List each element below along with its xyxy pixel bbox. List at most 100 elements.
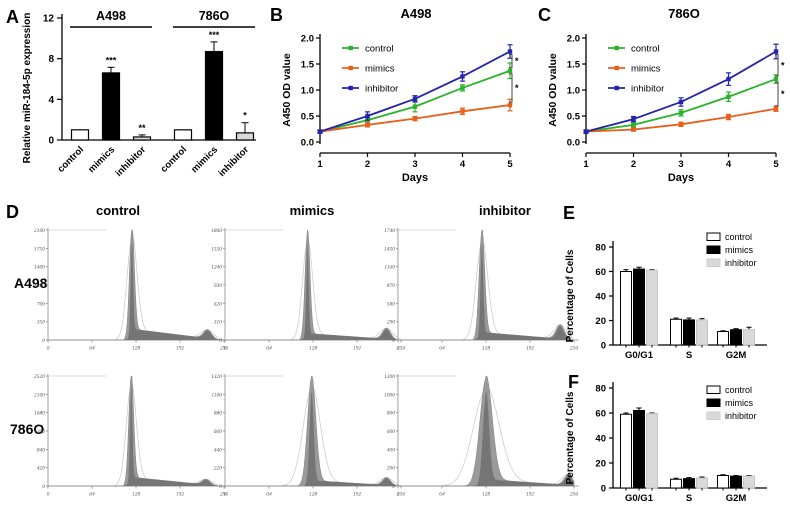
svg-text:*: *	[243, 111, 247, 121]
svg-text:1.5: 1.5	[301, 60, 315, 71]
svg-text:930: 930	[214, 283, 223, 289]
svg-text:80: 80	[595, 243, 606, 254]
svg-text:420: 420	[37, 465, 46, 472]
svg-text:0: 0	[48, 136, 54, 147]
svg-text:5: 5	[773, 159, 779, 170]
panel-b-line-chart: A450 OD value 0.0 0.5 1.0 1.5 2.0 1 2 3 4 5 Days con…	[281, 34, 519, 185]
svg-text:310: 310	[213, 320, 223, 326]
svg-text:20: 20	[595, 459, 606, 470]
svg-text:192: 192	[353, 492, 362, 498]
svg-text:1450: 1450	[384, 245, 395, 252]
svg-text:840: 840	[37, 446, 46, 453]
svg-text:inhibitor: inhibitor	[113, 144, 148, 179]
svg-text:A498: A498	[96, 9, 126, 23]
svg-text:786O: 786O	[199, 9, 230, 23]
svg-text:*: *	[515, 56, 519, 66]
panel-d-letter: D	[6, 202, 19, 222]
svg-text:control: control	[365, 44, 394, 55]
svg-text:G0/G1: G0/G1	[625, 350, 654, 361]
svg-text:1.5: 1.5	[567, 60, 581, 71]
panel-c-line-chart: A450 OD value 0.0 0.5 1.0 1.5 2.0 1 2 3 4 5 Days con…	[547, 34, 785, 185]
svg-text:2100: 2100	[34, 392, 45, 398]
histogram-786o-control: 0 420 840 1260 1680 2100 2520 0 64 128 192 256	[34, 374, 229, 498]
svg-text:*: *	[515, 83, 519, 93]
svg-text:880: 880	[214, 411, 223, 417]
svg-text:220: 220	[214, 466, 223, 472]
svg-text:0: 0	[224, 346, 227, 352]
svg-text:1750: 1750	[34, 246, 45, 252]
svg-text:A450 OD value: A450 OD value	[281, 53, 293, 127]
svg-text:***: ***	[106, 55, 117, 65]
svg-text:1740: 1740	[384, 227, 395, 234]
svg-text:128: 128	[132, 492, 141, 498]
svg-text:0.5: 0.5	[301, 112, 315, 123]
svg-text:580: 580	[387, 301, 396, 307]
svg-text:0.0: 0.0	[567, 138, 580, 149]
panel-d: D control mimics inhibitor A498 786O 0 35…	[0, 195, 612, 519]
svg-text:256: 256	[220, 346, 229, 352]
panel-d-colheader-inhibitor: inhibitor	[479, 203, 531, 218]
svg-text:S: S	[686, 350, 692, 361]
svg-text:control: control	[725, 232, 752, 242]
svg-text:64: 64	[89, 345, 95, 352]
svg-text:mimics: mimics	[631, 64, 661, 75]
svg-text:0: 0	[42, 484, 45, 490]
svg-text:350: 350	[36, 320, 46, 326]
svg-text:mimics: mimics	[365, 64, 395, 75]
svg-text:control: control	[56, 144, 87, 175]
svg-text:800: 800	[387, 411, 396, 417]
svg-text:A450 OD value: A450 OD value	[547, 53, 559, 127]
svg-text:Days: Days	[402, 172, 428, 184]
svg-text:1260: 1260	[34, 429, 45, 435]
svg-text:600: 600	[387, 429, 396, 435]
histogram-a498-mimics: 0 310 620 930 1240 1550 1860 0 64 128 192 256	[211, 228, 406, 352]
svg-text:12: 12	[43, 14, 55, 25]
svg-text:128: 128	[309, 492, 318, 498]
svg-text:0: 0	[47, 492, 50, 498]
svg-text:Relative miR-184-5p expression: Relative miR-184-5p expression	[22, 13, 33, 164]
svg-text:1860: 1860	[211, 228, 222, 234]
svg-text:Days: Days	[668, 172, 694, 184]
svg-text:192: 192	[176, 346, 185, 352]
svg-text:4: 4	[726, 159, 732, 170]
svg-text:4: 4	[48, 95, 54, 106]
svg-text:control: control	[631, 44, 660, 55]
svg-text:192: 192	[526, 346, 535, 352]
svg-text:192: 192	[176, 492, 185, 498]
panel-f-letter: F	[568, 372, 579, 392]
svg-text:2: 2	[631, 159, 636, 170]
svg-text:128: 128	[309, 346, 318, 352]
panel-d-colheader-mimics: mimics	[289, 203, 335, 218]
svg-text:G0/G1: G0/G1	[625, 493, 654, 504]
svg-text:mimics: mimics	[725, 398, 753, 408]
svg-text:mimics: mimics	[725, 245, 753, 255]
svg-text:0: 0	[42, 338, 45, 344]
panel-a: A Relative miR-184-5p expression 0 4 8 12 con…	[0, 0, 258, 195]
panel-f-bar-chart: Percentage of Cells 0 20 40 60 80 G0/G1 S G2M con…	[565, 382, 767, 504]
svg-text:870: 870	[387, 283, 396, 289]
svg-text:0: 0	[392, 484, 395, 490]
svg-text:1000: 1000	[384, 392, 395, 398]
panel-c-title: 786O	[668, 6, 700, 21]
svg-text:1550: 1550	[211, 246, 222, 252]
svg-text:256: 256	[397, 346, 406, 352]
panel-c-letter: C	[538, 5, 551, 25]
svg-text:128: 128	[132, 346, 141, 352]
svg-text:40: 40	[595, 292, 606, 303]
svg-text:Percentage of Cells: Percentage of Cells	[565, 249, 576, 342]
svg-text:control: control	[725, 385, 752, 395]
svg-text:4: 4	[460, 159, 466, 170]
svg-text:1240: 1240	[211, 264, 222, 271]
svg-text:128: 128	[482, 492, 491, 498]
svg-text:1100: 1100	[211, 392, 222, 398]
svg-text:0: 0	[47, 346, 50, 352]
panel-d-rowlabel-a498: A498	[14, 275, 48, 291]
svg-text:192: 192	[526, 492, 535, 498]
svg-text:inhibitor: inhibitor	[725, 258, 757, 268]
svg-text:*: *	[781, 89, 785, 99]
svg-text:64: 64	[266, 491, 272, 498]
svg-text:mimics: mimics	[86, 144, 117, 175]
svg-text:1050: 1050	[34, 283, 45, 289]
svg-text:20: 20	[595, 316, 606, 327]
svg-text:3: 3	[412, 159, 417, 170]
